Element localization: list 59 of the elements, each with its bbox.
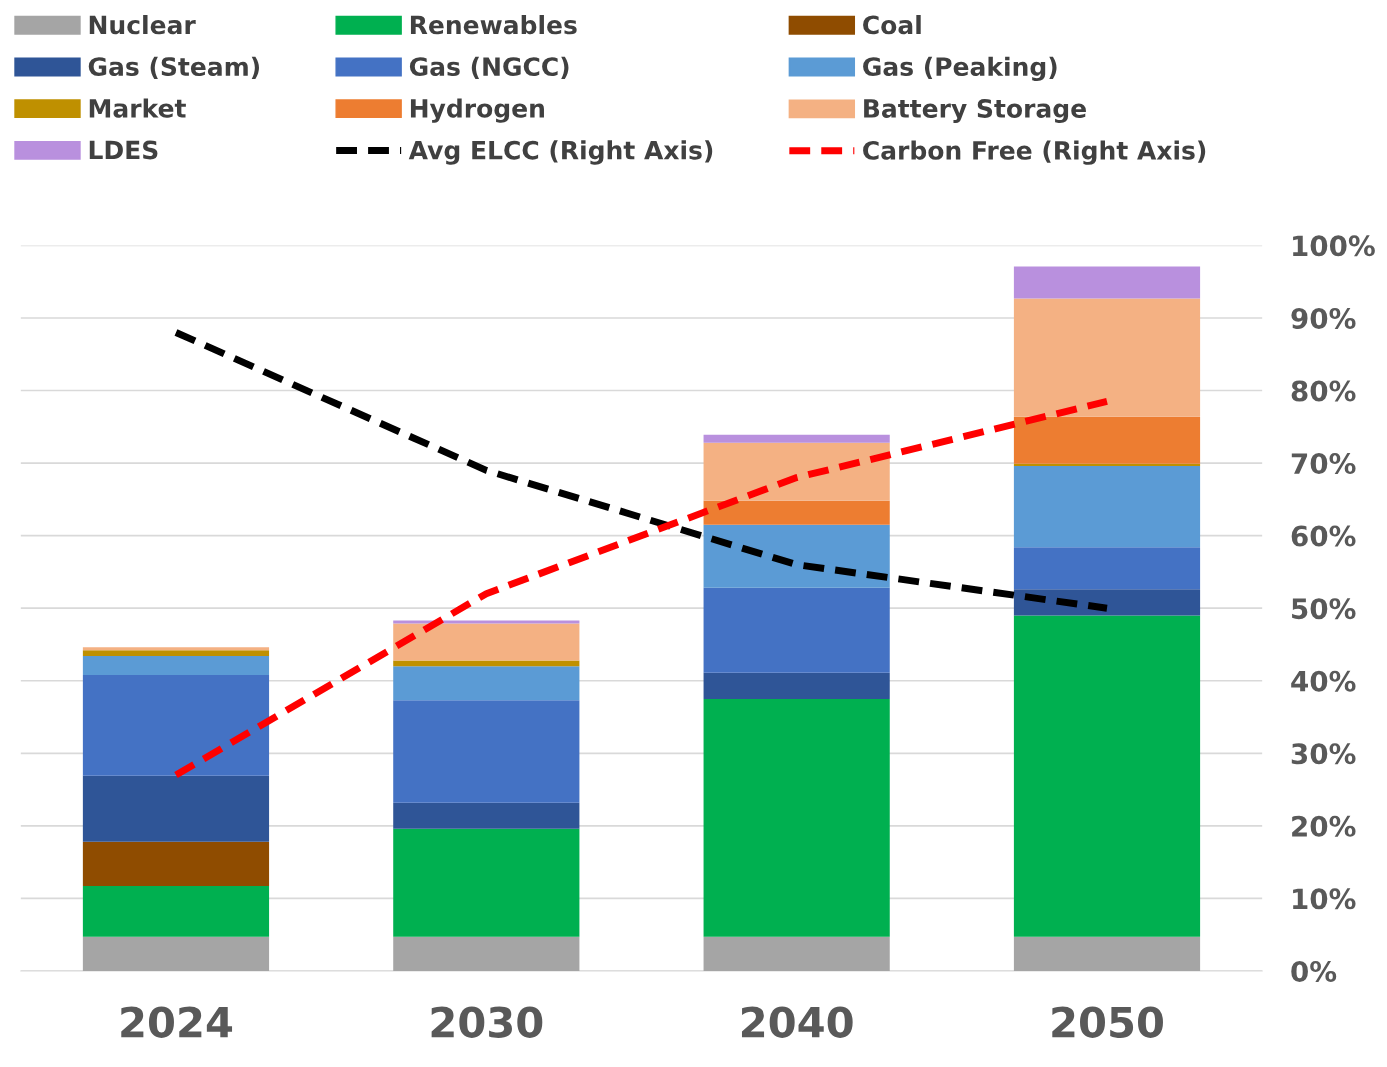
- bar: [703, 672, 890, 699]
- bar: [1013, 936, 1201, 971]
- bar: [82, 841, 270, 887]
- bar: [1013, 298, 1201, 417]
- y2-tick-label: 90%: [1291, 307, 1356, 329]
- y2-tick-label: 50%: [1292, 598, 1356, 620]
- x-tick-label: 2024: [121, 1006, 233, 1038]
- legend-label: Avg ELCC (Right Axis): [408, 140, 713, 165]
- bar: [393, 802, 580, 829]
- bar: [82, 886, 270, 937]
- bar: [82, 775, 270, 842]
- x-tick-label: 2040: [741, 1006, 853, 1038]
- legend-label: Battery Storage: [864, 99, 1086, 123]
- y2-tick-label: 0%: [1291, 960, 1337, 982]
- bar: [82, 656, 270, 675]
- bar: [703, 936, 890, 971]
- y2-tick-label: 10%: [1293, 888, 1356, 910]
- bar: [82, 674, 270, 776]
- bar: [703, 698, 890, 937]
- y2-tick-label: 60%: [1291, 525, 1356, 547]
- bar: [82, 647, 270, 651]
- legend-label: Hydrogen: [410, 98, 544, 123]
- bar: [393, 660, 580, 667]
- bar: [1013, 547, 1201, 590]
- legend-label: Carbon Free (Right Axis): [863, 140, 1206, 165]
- legend-label: Nuclear: [89, 15, 196, 35]
- y2-tick-label: 80%: [1291, 380, 1356, 402]
- y2-tick-label: 30%: [1291, 743, 1356, 765]
- legend-label: Gas (Steam): [88, 56, 260, 79]
- bar: [703, 434, 890, 443]
- bar: [82, 936, 270, 971]
- bar: [1013, 416, 1201, 464]
- bar: [393, 666, 580, 701]
- y2-tick-label: 70%: [1291, 453, 1356, 475]
- y2-tick-label: 100%: [1293, 235, 1375, 257]
- bar: [1013, 463, 1201, 466]
- legend-label: Renewables: [410, 15, 577, 35]
- x-tick-label: 2030: [431, 1006, 543, 1038]
- legend-label: Coal: [863, 15, 921, 35]
- bar: [393, 623, 580, 661]
- bar: [393, 700, 580, 803]
- bar: [1013, 465, 1201, 548]
- y2-tick-label: 20%: [1292, 815, 1356, 837]
- bar: [82, 650, 270, 657]
- bar: [1013, 615, 1201, 937]
- bar: [1013, 266, 1201, 299]
- bar: [703, 524, 890, 588]
- bar: [393, 828, 580, 937]
- legend-label: Market: [89, 98, 186, 118]
- bar: [393, 936, 580, 971]
- legend-label: Gas (Peaking): [863, 56, 1057, 82]
- y2-tick-label: 40%: [1291, 670, 1356, 692]
- legend-label: LDES: [89, 140, 158, 160]
- bar: [703, 500, 890, 525]
- bar: [703, 442, 890, 501]
- legend-label: Gas (NGCC): [409, 56, 569, 79]
- x-tick-label: 2050: [1052, 1006, 1163, 1038]
- bar: [703, 587, 890, 673]
- bar: [1013, 589, 1201, 616]
